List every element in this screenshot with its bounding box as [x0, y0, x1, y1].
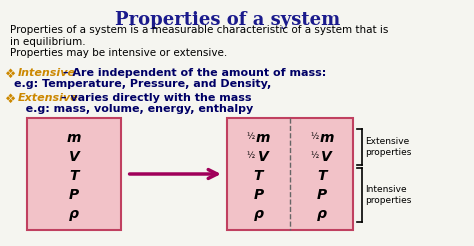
Text: ½: ½: [310, 132, 318, 141]
Text: Extensive: Extensive: [17, 93, 78, 103]
Text: V: V: [258, 150, 269, 164]
Text: P: P: [253, 188, 264, 202]
Text: V: V: [69, 150, 79, 164]
Bar: [227, 118, 354, 230]
Text: P: P: [317, 188, 327, 202]
Text: Properties of a system is a measurable characteristic of a system that is
in equ: Properties of a system is a measurable c…: [9, 25, 388, 58]
Text: – varies directly with the mass: – varies directly with the mass: [57, 93, 251, 103]
Text: T: T: [317, 169, 327, 183]
Text: – Are independent of the amount of mass:: – Are independent of the amount of mass:: [59, 68, 326, 78]
Text: ρ: ρ: [69, 207, 79, 221]
Text: m: m: [256, 131, 270, 145]
Text: P: P: [69, 188, 79, 202]
Text: ½: ½: [246, 132, 255, 141]
Text: T: T: [69, 169, 79, 183]
Bar: [27, 118, 121, 230]
Text: m: m: [319, 131, 334, 145]
Text: ½: ½: [246, 151, 255, 160]
Text: Properties of a system: Properties of a system: [115, 11, 340, 29]
Text: Intensive: Intensive: [17, 68, 75, 78]
Text: e.g: mass, volume, energy, enthalpy: e.g: mass, volume, energy, enthalpy: [14, 104, 254, 114]
Text: m: m: [67, 131, 81, 145]
Text: ❖: ❖: [5, 93, 16, 106]
Text: T: T: [254, 169, 263, 183]
Text: Extensive
properties: Extensive properties: [365, 137, 411, 157]
Text: ρ: ρ: [254, 207, 263, 221]
Text: ½: ½: [310, 151, 318, 160]
Text: Intensive
properties: Intensive properties: [365, 185, 411, 205]
Text: e.g: Temperature, Pressure, and Density,: e.g: Temperature, Pressure, and Density,: [14, 79, 272, 89]
Text: V: V: [321, 150, 332, 164]
Text: ρ: ρ: [317, 207, 327, 221]
Text: ❖: ❖: [5, 68, 16, 81]
